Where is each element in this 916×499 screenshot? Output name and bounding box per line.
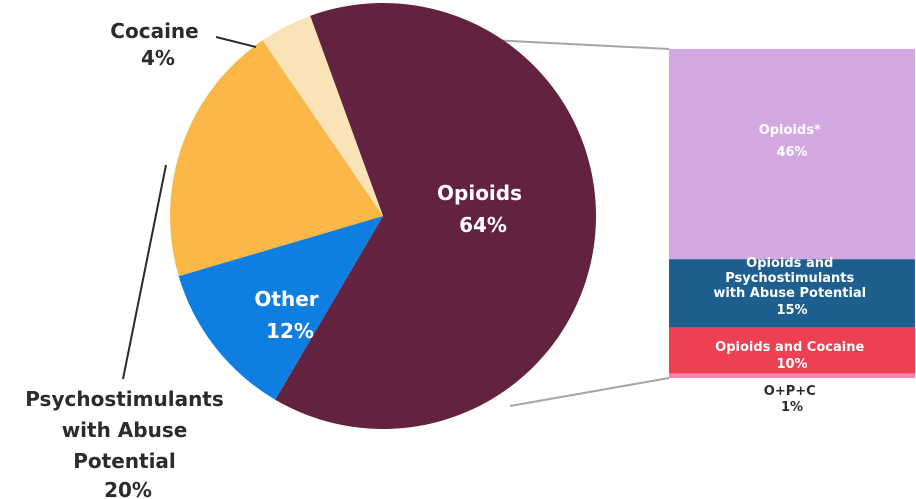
cocaine-label: Cocaine 4% xyxy=(110,19,205,70)
other-slice-label: Other 12% xyxy=(254,287,325,343)
opioids-psycho-segment xyxy=(669,259,915,328)
opc-segment xyxy=(669,373,915,378)
opioids-slice-label: Opioids 64% xyxy=(437,181,529,237)
psychostimulants-label: Psychostimulants with Abuse Potential 20… xyxy=(25,387,231,499)
opioids-only-segment xyxy=(669,49,915,260)
opc-label: O+P+C 1% xyxy=(764,384,820,415)
breakdown-bar xyxy=(669,49,915,378)
opioids-cocaine-label: Opioids and Cocaine 10% xyxy=(715,340,869,372)
psychostimulants-leader-line xyxy=(122,164,167,380)
connector-bottom xyxy=(509,377,670,407)
other-slice xyxy=(178,216,383,400)
psychostimulants-slice xyxy=(170,40,383,277)
opioids-slice xyxy=(275,3,596,429)
opioids-only-label: Opioids* 46% xyxy=(759,123,826,160)
opioids-psycho-label: Opioids and Psychostimulants with Abuse … xyxy=(713,256,870,318)
cocaine-leader-line xyxy=(215,36,257,48)
cocaine-slice xyxy=(262,15,383,216)
pie xyxy=(170,3,596,429)
opioids-cocaine-segment xyxy=(669,327,915,374)
